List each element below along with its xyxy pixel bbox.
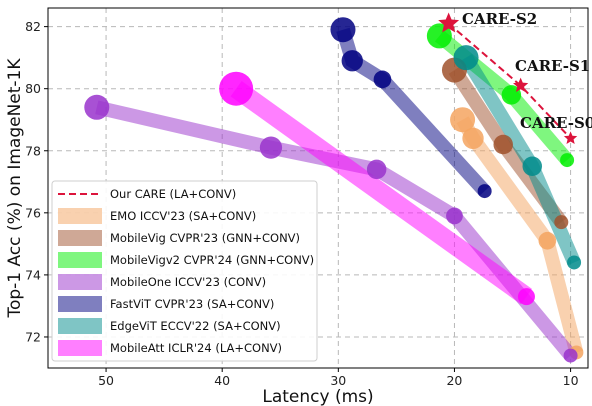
legend-label-mobilevigv2-cvpr-24-gnn-conv: MobileVigv2 CVPR'24 (GNN+CONV)	[110, 253, 314, 267]
y-tick-label-80: 80	[25, 81, 41, 96]
point-fastvit-cvpr-23-sa-conv-1	[341, 50, 363, 72]
plot-frame	[47, 7, 589, 369]
legend-label-mobileatt-iclr-24-la-conv: MobileAtt ICLR'24 (LA+CONV)	[110, 341, 282, 355]
point-mobileone-iccv-23-conv-4	[563, 348, 578, 363]
legend-label-mobileone-iccv-23-conv: MobileOne ICCV'23 (CONV)	[110, 275, 266, 289]
legend-label-mobilevig-cvpr-23-gnn-conv: MobileVig CVPR'23 (GNN+CONV)	[110, 231, 300, 245]
point-mobileone-iccv-23-conv-3	[446, 207, 463, 225]
point-emo-iccv-23-sa-conv-0	[450, 107, 476, 133]
x-tick-label-10: 10	[563, 373, 579, 388]
x-tick-label-20: 20	[446, 373, 462, 388]
annotation-care-s0: CARE-S0	[520, 114, 592, 132]
legend-label-fastvit-cvpr-23-sa-conv: FastViT CVPR'23 (SA+CONV)	[110, 297, 274, 311]
point-edgevit-eccv-22-sa-conv-1	[522, 156, 543, 177]
care-series	[438, 12, 578, 145]
x-tick-label-30: 30	[330, 373, 346, 388]
y-tick-label-82: 82	[25, 19, 41, 34]
point-emo-iccv-23-sa-conv-2	[538, 231, 557, 250]
legend-label-our-care-la-conv: Our CARE (LA+CONV)	[110, 187, 236, 201]
axis-ticks: 50 40 30 20 10 72 74 76 78 80 82	[25, 19, 578, 388]
star-our-care-la-conv-2	[563, 131, 578, 145]
point-mobilevigv2-cvpr-24-gnn-conv-2	[560, 153, 575, 168]
star-our-care-la-conv-0	[438, 12, 460, 33]
point-edgevit-eccv-22-sa-conv-2	[567, 255, 582, 270]
y-axis-label: Top-1 Acc (%) on ImageNet-1K	[5, 58, 25, 319]
x-axis-label: Latency (ms)	[262, 387, 373, 406]
legend-label-edgevit-eccv-22-sa-conv: EdgeViT ECCV'22 (SA+CONV)	[110, 319, 281, 333]
line-our-care-la-conv	[447, 22, 572, 140]
x-tick-label-50: 50	[98, 373, 114, 388]
point-mobileatt-iclr-24-la-conv-1	[517, 288, 535, 306]
point-mobileone-iccv-23-conv-2	[366, 159, 387, 180]
annotation-care-s2: CARE-S2	[462, 10, 537, 28]
point-mobileone-iccv-23-conv-0	[84, 94, 110, 120]
annotation-care-s1: CARE-S1	[515, 57, 590, 75]
point-fastvit-cvpr-23-sa-conv-3	[477, 184, 492, 199]
legend-box	[51, 180, 318, 362]
point-mobilevig-cvpr-23-gnn-conv-1	[493, 134, 513, 155]
legend-swatch-mobileatt-iclr-24-la-conv	[58, 340, 102, 356]
legend-swatch-mobileone-iccv-23-conv	[58, 274, 102, 290]
point-fastvit-cvpr-23-sa-conv-0	[330, 17, 356, 43]
y-tick-label-72: 72	[25, 329, 41, 344]
point-mobilevig-cvpr-23-gnn-conv-2	[554, 215, 569, 230]
point-mobileatt-iclr-24-la-conv-0	[219, 71, 254, 106]
legend-swatch-emo-iccv-23-sa-conv	[58, 208, 102, 224]
legend-swatch-edgevit-eccv-22-sa-conv	[58, 318, 102, 334]
legend-label-emo-iccv-23-sa-conv: EMO ICCV'23 (SA+CONV)	[110, 209, 256, 223]
legend-swatch-mobilevig-cvpr-23-gnn-conv	[58, 230, 102, 246]
legend-swatch-mobilevigv2-cvpr-24-gnn-conv	[58, 252, 102, 268]
point-fastvit-cvpr-23-sa-conv-2	[373, 70, 392, 89]
x-tick-label-40: 40	[214, 373, 230, 388]
care-annotations: CARE-S2 CARE-S1 CARE-S0	[462, 10, 592, 132]
legend: Our CARE (LA+CONV) EMO ICCV'23 (SA+CONV) M…	[51, 180, 318, 362]
legend-swatch-fastvit-cvpr-23-sa-conv	[58, 296, 102, 312]
point-mobileone-iccv-23-conv-1	[259, 136, 283, 159]
point-emo-iccv-23-sa-conv-1	[462, 127, 484, 150]
star-our-care-la-conv-1	[513, 77, 529, 93]
y-tick-label-78: 78	[25, 143, 41, 158]
point-mobilevigv2-cvpr-24-gnn-conv-1	[501, 85, 522, 105]
y-tick-label-74: 74	[25, 267, 41, 282]
band-mobileatt-iclr-24-la-conv	[230, 80, 532, 305]
band-fastvit-cvpr-23-sa-conv	[336, 27, 490, 196]
y-tick-label-76: 76	[25, 205, 41, 220]
point-edgevit-eccv-22-sa-conv-0	[453, 45, 479, 71]
